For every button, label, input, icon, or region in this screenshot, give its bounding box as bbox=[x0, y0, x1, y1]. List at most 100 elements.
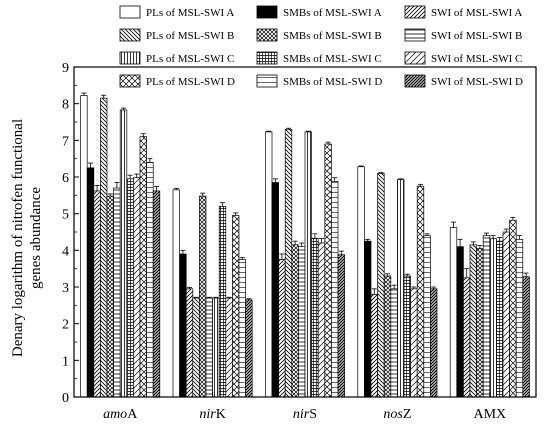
bar bbox=[139, 136, 147, 398]
legend-label: SMBs of MSL-SWI D bbox=[283, 76, 382, 88]
bar bbox=[509, 219, 517, 398]
legend-swatch bbox=[404, 28, 426, 42]
y-axis-label-line-1: Denary logarithm of nitrofen functional bbox=[10, 119, 26, 357]
bars bbox=[80, 92, 530, 398]
bar bbox=[377, 172, 385, 398]
bar bbox=[456, 246, 464, 398]
bar bbox=[133, 177, 141, 398]
legend-label: SMBs of MSL-SWI C bbox=[283, 53, 382, 65]
legend-label: SMBs of MSL-SWI A bbox=[283, 7, 382, 19]
bar bbox=[218, 205, 227, 398]
bar bbox=[522, 276, 530, 398]
bar bbox=[225, 297, 233, 398]
y-tick-label: 6 bbox=[62, 171, 69, 186]
bar bbox=[357, 166, 365, 398]
bar bbox=[364, 240, 372, 398]
bar bbox=[337, 254, 345, 398]
y-tick-label: 1 bbox=[62, 354, 69, 369]
bar bbox=[93, 190, 101, 398]
y-axis-label-line-2: genes abundance bbox=[28, 187, 44, 289]
bar bbox=[232, 215, 240, 398]
bar bbox=[397, 179, 405, 398]
legend-swatch bbox=[256, 5, 278, 19]
legend-swatch bbox=[119, 28, 141, 42]
bar bbox=[86, 167, 95, 398]
legend-label: SWI of MSL-SWI D bbox=[431, 76, 523, 88]
y-tick-label: 9 bbox=[62, 61, 69, 76]
bar bbox=[515, 238, 524, 398]
x-tick-label: amoA bbox=[103, 407, 138, 422]
bar bbox=[291, 244, 299, 398]
bar bbox=[423, 235, 431, 398]
y-tick-label: 3 bbox=[62, 281, 69, 296]
bar bbox=[502, 231, 510, 398]
legend-swatch bbox=[256, 51, 278, 65]
y-tick-label: 4 bbox=[62, 244, 69, 259]
legend-label: SWI of MSL-SWI C bbox=[431, 53, 522, 65]
bar bbox=[100, 97, 108, 398]
y-tick-label: 0 bbox=[62, 391, 69, 406]
bar bbox=[179, 253, 187, 398]
legend-swatch bbox=[404, 51, 426, 65]
bar bbox=[403, 275, 411, 398]
x-tick-label: AMX bbox=[473, 407, 506, 422]
bar bbox=[271, 182, 279, 398]
bar bbox=[390, 288, 398, 398]
bar bbox=[245, 299, 253, 398]
legend: PLs of MSL-SWI A SMBs of MSL-SWI A SWI of … bbox=[119, 5, 523, 88]
bar bbox=[324, 143, 332, 398]
legend-label: PLs of MSL-SWI D bbox=[146, 76, 235, 88]
bar bbox=[278, 259, 286, 398]
bar bbox=[304, 131, 312, 398]
bar bbox=[185, 288, 194, 398]
bar bbox=[449, 227, 458, 398]
legend-swatch bbox=[404, 5, 426, 19]
y-tick-label: 2 bbox=[62, 318, 69, 333]
bar bbox=[205, 297, 213, 398]
bar bbox=[199, 195, 207, 398]
bar bbox=[106, 195, 114, 398]
bar bbox=[469, 244, 477, 398]
bar bbox=[383, 275, 392, 398]
bar bbox=[146, 161, 154, 398]
bar bbox=[370, 293, 378, 398]
bar bbox=[430, 288, 438, 398]
axes: 0 1 2 3 4 5 6 7 8 9 amoA nirK nirS nosZ AMX bbox=[62, 61, 537, 422]
legend-label: SMBs of MSL-SWI B bbox=[283, 30, 382, 42]
bar bbox=[311, 237, 319, 398]
bar bbox=[212, 297, 220, 398]
legend-label: SWI of MSL-SWI A bbox=[431, 7, 522, 19]
legend-label: PLs of MSL-SWI B bbox=[146, 30, 234, 42]
bar bbox=[126, 178, 134, 398]
bar bbox=[298, 246, 306, 398]
bar bbox=[284, 128, 293, 398]
bar bbox=[496, 240, 504, 398]
legend-swatch bbox=[404, 74, 426, 88]
bar bbox=[476, 248, 484, 398]
bar bbox=[410, 288, 418, 398]
x-tick-label: nosZ bbox=[383, 407, 411, 422]
legend-label: SWI of MSL-SWI B bbox=[431, 30, 522, 42]
legend-swatch bbox=[119, 74, 141, 88]
legend-swatch bbox=[119, 5, 141, 19]
y-axis-label: Denary logarithm of nitrofen functional … bbox=[10, 119, 44, 357]
legend-swatch bbox=[256, 28, 278, 42]
bar bbox=[113, 187, 121, 398]
bar bbox=[489, 238, 497, 398]
bar bbox=[265, 131, 273, 398]
bar bbox=[172, 189, 180, 398]
bar bbox=[416, 185, 425, 398]
legend-swatch bbox=[119, 51, 141, 65]
bar bbox=[119, 109, 128, 398]
bar bbox=[482, 235, 491, 398]
bar bbox=[317, 242, 326, 398]
bar bbox=[80, 95, 88, 398]
legend-label: PLs of MSL-SWI C bbox=[146, 53, 234, 65]
y-tick-label: 8 bbox=[62, 98, 69, 113]
bar bbox=[192, 297, 200, 398]
bar bbox=[331, 181, 339, 398]
bar bbox=[463, 277, 471, 398]
legend-swatch bbox=[256, 74, 278, 88]
bar bbox=[238, 259, 246, 398]
